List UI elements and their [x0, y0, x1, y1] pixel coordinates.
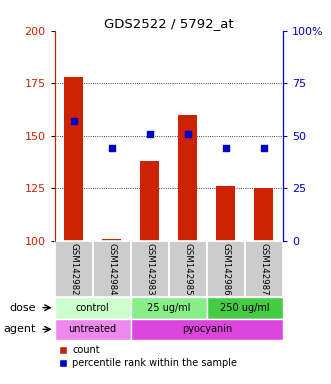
Bar: [207, 297, 283, 318]
Title: GDS2522 / 5792_at: GDS2522 / 5792_at: [104, 17, 234, 30]
Legend: count, percentile rank within the sample: count, percentile rank within the sample: [60, 345, 237, 368]
Text: GSM142987: GSM142987: [260, 243, 268, 295]
Bar: [55, 318, 131, 340]
Text: GSM142982: GSM142982: [69, 243, 78, 295]
Bar: [55, 297, 131, 318]
Text: pyocyanin: pyocyanin: [182, 324, 232, 334]
Point: [71, 118, 76, 124]
Bar: [169, 241, 207, 297]
Point: [109, 146, 115, 152]
Text: control: control: [76, 303, 110, 313]
Bar: [216, 186, 235, 241]
Bar: [131, 297, 207, 318]
Text: 25 ug/ml: 25 ug/ml: [147, 303, 191, 313]
Text: untreated: untreated: [69, 324, 117, 334]
Text: 250 ug/ml: 250 ug/ml: [220, 303, 270, 313]
Point: [261, 146, 266, 152]
Bar: [55, 241, 93, 297]
Bar: [178, 115, 197, 241]
Bar: [207, 241, 245, 297]
Bar: [131, 241, 169, 297]
Bar: [140, 161, 159, 241]
Text: GSM142983: GSM142983: [145, 243, 154, 295]
Point: [223, 146, 228, 152]
Point: [147, 131, 152, 137]
Text: dose: dose: [9, 303, 36, 313]
Bar: [102, 239, 121, 241]
Bar: [64, 77, 83, 241]
Text: GSM142986: GSM142986: [221, 243, 230, 295]
Bar: [245, 241, 283, 297]
Text: GSM142985: GSM142985: [183, 243, 192, 295]
Text: GSM142984: GSM142984: [107, 243, 116, 295]
Bar: [93, 241, 131, 297]
Bar: [255, 189, 273, 241]
Bar: [131, 318, 283, 340]
Text: agent: agent: [3, 324, 36, 334]
Point: [185, 131, 191, 137]
